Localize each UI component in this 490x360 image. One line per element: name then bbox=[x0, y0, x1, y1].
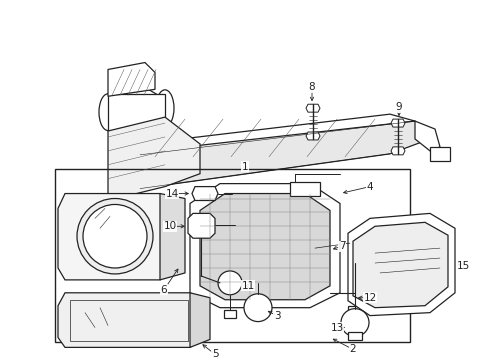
Polygon shape bbox=[200, 194, 330, 300]
Bar bbox=[70, 300, 188, 341]
Text: 11: 11 bbox=[242, 281, 255, 291]
Bar bbox=[348, 306, 362, 324]
Text: 10: 10 bbox=[164, 221, 176, 231]
Polygon shape bbox=[188, 213, 215, 238]
Text: 9: 9 bbox=[396, 102, 402, 112]
Ellipse shape bbox=[156, 90, 174, 127]
Text: 7: 7 bbox=[339, 241, 345, 251]
Text: 8: 8 bbox=[309, 82, 315, 93]
Circle shape bbox=[83, 204, 147, 268]
Text: 3: 3 bbox=[274, 311, 280, 321]
Text: 12: 12 bbox=[364, 293, 377, 303]
Polygon shape bbox=[58, 194, 170, 280]
Text: 1: 1 bbox=[242, 162, 248, 172]
Text: 6: 6 bbox=[161, 285, 167, 295]
Polygon shape bbox=[430, 147, 450, 161]
Polygon shape bbox=[108, 117, 200, 201]
Polygon shape bbox=[108, 63, 155, 96]
Bar bbox=[55, 169, 410, 342]
Text: 2: 2 bbox=[350, 345, 356, 354]
Bar bbox=[108, 94, 165, 131]
Polygon shape bbox=[353, 222, 448, 308]
Text: 13: 13 bbox=[330, 323, 343, 333]
Polygon shape bbox=[115, 114, 415, 155]
Polygon shape bbox=[160, 194, 185, 280]
Circle shape bbox=[218, 271, 242, 295]
Bar bbox=[290, 182, 320, 195]
Text: 4: 4 bbox=[367, 181, 373, 192]
Circle shape bbox=[77, 198, 153, 274]
Bar bbox=[348, 333, 362, 341]
Polygon shape bbox=[190, 184, 340, 308]
Polygon shape bbox=[415, 121, 440, 151]
Polygon shape bbox=[58, 293, 200, 347]
Circle shape bbox=[244, 294, 272, 321]
Polygon shape bbox=[115, 121, 430, 189]
Text: 5: 5 bbox=[212, 349, 219, 359]
Polygon shape bbox=[391, 147, 405, 155]
Polygon shape bbox=[192, 186, 218, 201]
Circle shape bbox=[341, 309, 369, 337]
Bar bbox=[224, 310, 236, 318]
Polygon shape bbox=[306, 132, 320, 140]
Polygon shape bbox=[108, 87, 165, 131]
Text: 15: 15 bbox=[456, 261, 469, 271]
Polygon shape bbox=[348, 213, 455, 316]
Ellipse shape bbox=[99, 94, 117, 131]
Text: 14: 14 bbox=[166, 189, 179, 199]
Polygon shape bbox=[306, 104, 320, 112]
Polygon shape bbox=[190, 293, 210, 347]
Polygon shape bbox=[391, 119, 405, 127]
